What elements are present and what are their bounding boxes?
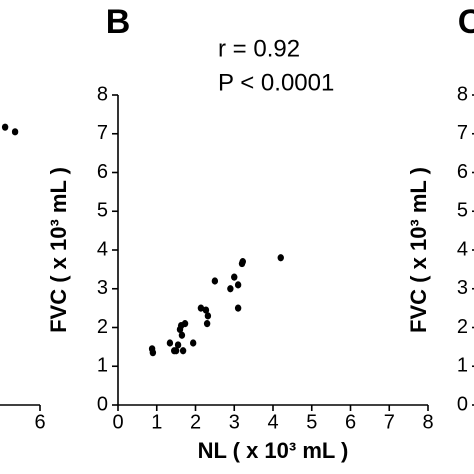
point [1,123,9,131]
y-tick-label: 2 [457,316,468,338]
x-axis-label: NL ( x 10³ mL ) [198,438,349,463]
point [197,304,205,312]
y-tick-label: 3 [457,277,468,299]
x-tick-label: 6 [34,411,45,433]
x-tick-label: 6 [345,411,356,433]
x-tick-label: 3 [229,411,240,433]
point [174,341,182,349]
annotation: r = 0.92 [218,35,300,62]
y-tick-label: 2 [97,316,108,338]
point [181,320,189,328]
point [277,254,284,262]
y-tick-label: 0 [97,393,108,415]
y-tick-label: 3 [97,277,108,299]
y-axis-label: FVC ( x 10³ mL ) [46,167,71,333]
y-tick-label: 5 [457,200,468,222]
x-tick-label: 8 [422,411,433,433]
y-tick-label: 8 [457,83,468,105]
point [202,306,210,314]
point [234,281,242,289]
panel-label: B [106,3,131,41]
point [227,285,234,293]
y-tick-label: 7 [457,122,468,144]
y-tick-label: 0 [457,393,468,415]
y-axis-label: FVC ( x 10³ mL ) [406,167,431,333]
point [179,347,187,355]
y-tick-label: 1 [457,355,468,377]
x-tick-label: 5 [306,411,317,433]
point [11,128,19,136]
y-tick-label: 1 [97,355,108,377]
point [178,331,186,339]
point [239,258,246,266]
y-tick-label: 7 [97,122,108,144]
y-tick-label: 5 [97,200,108,222]
point [189,339,197,347]
x-tick-label: 7 [384,411,395,433]
y-tick-label: 6 [457,161,468,183]
y-tick-label: 4 [97,238,108,260]
point [166,339,174,347]
x-tick-label: 4 [267,411,278,433]
point [204,312,212,320]
point [203,320,211,328]
y-tick-label: 6 [97,161,108,183]
annotation: P < 0.0001 [218,69,334,96]
point [211,277,219,285]
x-tick-label: 0 [112,411,123,433]
x-tick-label: 1 [151,411,162,433]
point [149,349,157,357]
point [231,273,238,281]
x-tick-label: 2 [190,411,201,433]
y-tick-label: 8 [97,83,108,105]
panel-label: C [458,3,474,41]
point [172,347,180,355]
y-tick-label: 4 [457,238,468,260]
point [234,304,242,312]
